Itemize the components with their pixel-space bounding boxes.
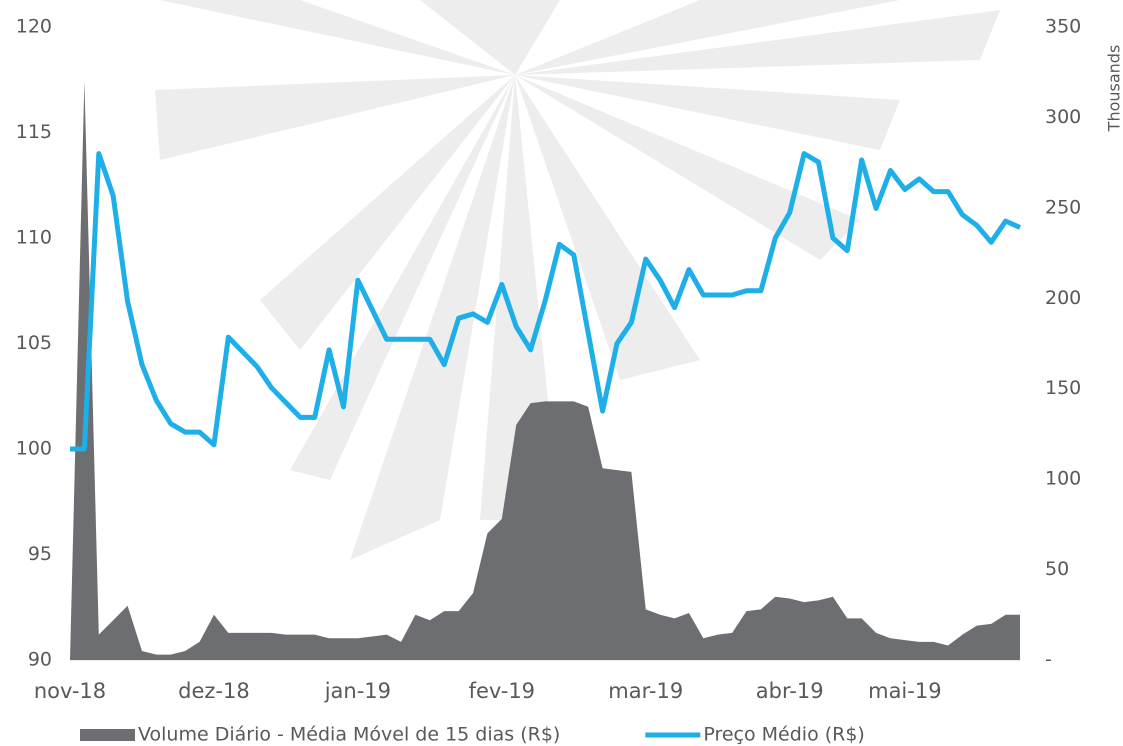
y-tick-label: 105: [16, 332, 52, 354]
y-tick-label: 115: [16, 121, 52, 143]
y2-tick-label: -: [1045, 649, 1052, 671]
y2-axis-label: Thousands: [1105, 45, 1123, 133]
y-tick-label: 110: [16, 227, 52, 249]
y2-tick-label: 150: [1045, 377, 1081, 399]
x-tick-label: mar-19: [608, 679, 683, 703]
y2-tick-label: 250: [1045, 196, 1081, 218]
x-tick-label: abr-19: [756, 679, 824, 703]
legend-label: Preço Médio (R$): [703, 724, 865, 746]
x-tick-label: mai-19: [868, 679, 941, 703]
legend-swatch: [80, 729, 135, 741]
x-tick-label: dez-18: [178, 679, 250, 703]
x-tick-label: nov-18: [34, 679, 106, 703]
legend-label: Volume Diário - Média Móvel de 15 dias (…: [138, 724, 560, 746]
y2-tick-label: 300: [1045, 106, 1081, 128]
volume-area: [70, 81, 1020, 660]
y2-tick-label: 200: [1045, 287, 1081, 309]
x-tick-label: jan-19: [324, 679, 391, 703]
y2-tick-label: 50: [1045, 558, 1069, 580]
y-tick-label: 95: [28, 543, 52, 565]
y2-tick-label: 350: [1045, 16, 1081, 38]
x-tick-label: fev-19: [469, 679, 535, 703]
y-tick-label: 100: [16, 438, 52, 460]
y-tick-label: 120: [16, 16, 52, 38]
y2-tick-label: 100: [1045, 468, 1081, 490]
y-tick-label: 90: [28, 649, 52, 671]
chart: Thousands 90 95 100 105 110 115 120 - 50 100 150 20…: [0, 0, 1123, 746]
